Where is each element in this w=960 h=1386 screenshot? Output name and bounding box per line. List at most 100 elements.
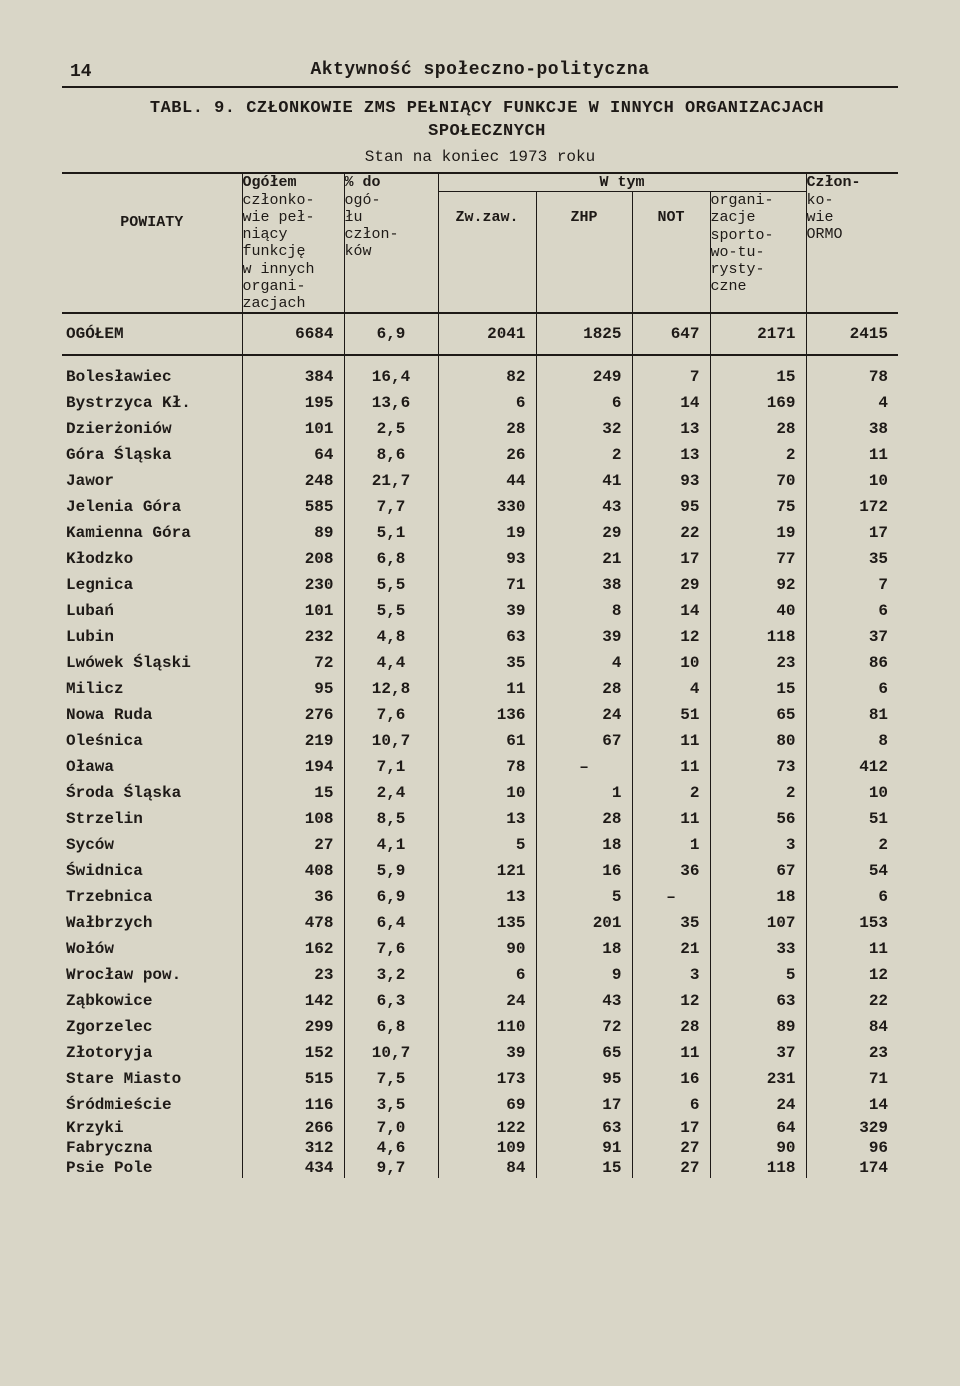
cell-value: 2 [710, 780, 806, 806]
table-row: Kamienna Góra895,11929221917 [62, 520, 898, 546]
cell-value: 61 [438, 728, 536, 754]
cell-value: 7,6 [344, 702, 438, 728]
table-row: Środa Śląska152,41012210 [62, 780, 898, 806]
cell-value: 12 [632, 988, 710, 1014]
running-head: Aktywność społeczno-polityczna [62, 60, 898, 80]
cell-value: 118 [710, 1158, 806, 1178]
table-title: TABL. 9. CZŁONKOWIE ZMS PEŁNIĄCY FUNKCJE… [86, 98, 888, 144]
cell-name: Milicz [62, 676, 242, 702]
cell-value: 219 [242, 728, 344, 754]
cell-value: 108 [242, 806, 344, 832]
cell-value: 86 [806, 650, 898, 676]
cell-value: 162 [242, 936, 344, 962]
cell-value: 13 [632, 416, 710, 442]
cell-value: 51 [806, 806, 898, 832]
cell-name: Lubin [62, 624, 242, 650]
cell-value: 16,4 [344, 364, 438, 390]
cell-value: 10 [806, 780, 898, 806]
hdr-col7a: Człon- [806, 173, 898, 192]
cell-value: 8 [806, 728, 898, 754]
cell-value: 80 [710, 728, 806, 754]
cell-value: 26 [438, 442, 536, 468]
cell-total-label: OGÓŁEM [62, 313, 242, 355]
cell-value: 2 [806, 832, 898, 858]
cell-value: 82 [438, 364, 536, 390]
hdr-col2b: ogó- łu człon- ków [344, 192, 438, 314]
cell-value: 17 [632, 1118, 710, 1138]
cell-value: 21,7 [344, 468, 438, 494]
cell-value: 121 [438, 858, 536, 884]
cell-name: Jelenia Góra [62, 494, 242, 520]
cell-value: 11 [438, 676, 536, 702]
cell-value: 37 [710, 1040, 806, 1066]
cell-value: 15 [710, 676, 806, 702]
hdr-col1b: członko- wie peł- niący funkcję w innych… [242, 192, 344, 314]
cell-value: 10 [632, 650, 710, 676]
cell-value: 3,2 [344, 962, 438, 988]
cell-value: 43 [536, 988, 632, 1014]
cell-value: 36 [632, 858, 710, 884]
cell-value: 101 [242, 416, 344, 442]
cell-name: Góra Śląska [62, 442, 242, 468]
cell-total-6: 2171 [710, 313, 806, 355]
cell-value: 109 [438, 1138, 536, 1158]
cell-value: 249 [536, 364, 632, 390]
cell-value: 8,6 [344, 442, 438, 468]
cell-value: 41 [536, 468, 632, 494]
cell-value: 330 [438, 494, 536, 520]
cell-value: 23 [242, 962, 344, 988]
cell-value: 585 [242, 494, 344, 520]
cell-value: 18 [536, 832, 632, 858]
cell-value: 28 [632, 1014, 710, 1040]
cell-name: Strzelin [62, 806, 242, 832]
spacer [62, 355, 898, 364]
cell-value: 169 [710, 390, 806, 416]
cell-name: Bystrzyca Kł. [62, 390, 242, 416]
cell-value: 9,7 [344, 1158, 438, 1178]
table-row: Jelenia Góra5857,7330439575172 [62, 494, 898, 520]
cell-value: 142 [242, 988, 344, 1014]
table-row: Fabryczna3124,610991279096 [62, 1138, 898, 1158]
cell-name: Wałbrzych [62, 910, 242, 936]
cell-value: 6 [806, 598, 898, 624]
data-table: POWIATY Ogółem % do W tym Człon- członko… [62, 172, 898, 1179]
cell-name: Lwówek Śląski [62, 650, 242, 676]
cell-value: 71 [806, 1066, 898, 1092]
cell-value: 84 [438, 1158, 536, 1178]
cell-value: 230 [242, 572, 344, 598]
table-row: Wołów1627,69018213311 [62, 936, 898, 962]
cell-value: 2 [536, 442, 632, 468]
cell-value: 12 [632, 624, 710, 650]
table-header-row-1: POWIATY Ogółem % do W tym Człon- [62, 173, 898, 192]
cell-value: 35 [438, 650, 536, 676]
table-row: Lubin2324,863391211837 [62, 624, 898, 650]
table-row: Legnica2305,5713829927 [62, 572, 898, 598]
table-row: Świdnica4085,912116366754 [62, 858, 898, 884]
cell-value: 23 [806, 1040, 898, 1066]
table-row: Nowa Ruda2767,613624516581 [62, 702, 898, 728]
cell-value: 10,7 [344, 728, 438, 754]
table-row: Dzierżoniów1012,52832132838 [62, 416, 898, 442]
cell-value: 7,7 [344, 494, 438, 520]
cell-value: 81 [806, 702, 898, 728]
cell-value: 10 [438, 780, 536, 806]
cell-value: 4 [536, 650, 632, 676]
cell-value: 135 [438, 910, 536, 936]
cell-total-5: 647 [632, 313, 710, 355]
cell-value: 11 [632, 728, 710, 754]
cell-value: 194 [242, 754, 344, 780]
cell-value: 21 [536, 546, 632, 572]
cell-value: 136 [438, 702, 536, 728]
cell-value: 36 [242, 884, 344, 910]
cell-value: 28 [438, 416, 536, 442]
cell-value: 29 [632, 572, 710, 598]
cell-value: 6 [536, 390, 632, 416]
cell-value: 10 [806, 468, 898, 494]
cell-value: 44 [438, 468, 536, 494]
cell-value: 248 [242, 468, 344, 494]
cell-total-2: 6,9 [344, 313, 438, 355]
cell-value: 15 [242, 780, 344, 806]
cell-value: 4,4 [344, 650, 438, 676]
cell-name: Trzebnica [62, 884, 242, 910]
cell-total-3: 2041 [438, 313, 536, 355]
